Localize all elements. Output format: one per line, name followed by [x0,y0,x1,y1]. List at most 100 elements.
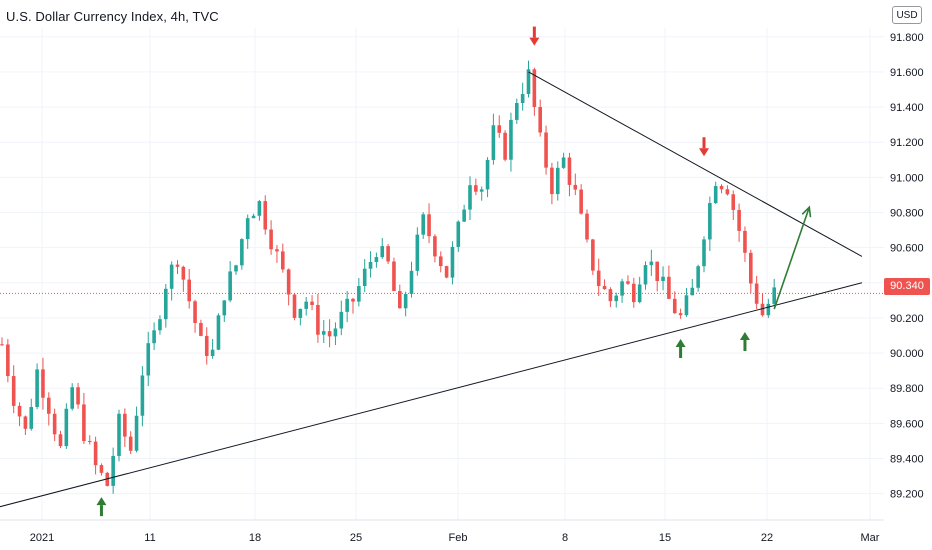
candle-body [491,125,496,160]
candle-body [485,159,490,190]
green-up-arrow-icon [675,339,686,359]
candle-body [702,239,706,267]
candle-body [386,246,390,262]
candle-body [321,331,326,335]
candle-body [737,209,741,231]
candle-body [754,283,759,304]
candle-body [579,189,583,214]
candle-body [52,413,57,435]
y-tick-label: 89.400 [890,454,924,466]
y-tick-label: 89.800 [890,383,924,395]
candle-body [345,298,349,312]
candle-body [766,303,771,316]
currency-button[interactable]: USD [892,6,922,24]
projection-arrow-head [801,205,812,218]
candle-body [479,189,484,192]
candle-body [351,298,355,302]
candle-body [497,125,502,133]
candle-body [555,167,560,195]
candle-body [655,261,659,282]
candle-body [667,276,671,299]
candle-body [713,186,718,204]
y-tick-label: 91.200 [890,137,924,149]
candle-body [158,319,162,331]
y-tick-label: 90.600 [890,243,924,255]
candle-body [637,284,642,303]
candle-body [105,472,110,486]
candle-body [620,281,624,296]
candle-body [614,295,619,302]
candle-body [339,311,344,329]
candle-body [146,343,151,376]
candle-body [532,69,537,108]
red-down-arrow-icon [529,26,540,46]
candle-body [503,132,507,160]
candle-body [251,215,256,219]
candle-body [538,107,542,133]
x-tick-label: 25 [350,532,362,544]
candle-body [731,194,736,210]
x-tick-label: 22 [761,532,773,544]
candle-body [93,441,98,466]
candle-body [269,229,273,250]
candle-body [380,246,385,258]
candle-body [725,189,730,195]
candle-body [398,290,402,309]
candle-body [719,186,724,190]
candle-body [316,304,320,335]
candle-body [240,239,244,266]
candle-body [760,303,765,316]
y-tick-label: 91.600 [890,67,924,79]
candle-body [749,252,753,284]
candle-body [164,288,168,320]
candle-body [327,331,332,337]
candle-body [450,246,455,278]
candle-body [433,236,437,257]
candle-body [64,408,69,447]
arrow-head [739,331,750,340]
candle-body [743,230,747,253]
candle-body [520,94,525,104]
candle-body [82,404,86,442]
candle-body [298,308,303,318]
candle-body [456,221,461,247]
candle-body [427,214,431,237]
candle-body [99,465,104,473]
arrow-shaft [532,26,536,38]
candle-body [550,167,554,195]
arrow-shaft [679,347,683,359]
candle-body [140,375,145,416]
candle-body [304,301,308,309]
candle-body [468,185,472,210]
candle-body [368,262,373,269]
candle-body [257,201,262,216]
candle-body [111,455,115,486]
candle-body [216,315,221,350]
arrow-head [529,37,540,46]
grid [0,28,884,520]
x-tick-label: Mar [861,532,880,544]
candle-body [17,405,22,417]
candle-body [152,330,156,344]
candle-body [421,214,425,235]
x-tick-label: 11 [144,532,155,544]
y-tick-label: 90.800 [890,208,924,220]
markers [96,26,750,517]
candle-body [117,413,121,456]
candle-body [649,261,654,266]
arrow-head [699,148,709,157]
candle-body [544,132,548,168]
candle-body [602,286,607,290]
candle-body [286,269,291,295]
trendline-resistance [528,71,863,257]
candle-body [608,289,613,302]
y-tick-label: 90.000 [890,348,924,360]
candle-body [509,119,513,160]
trendline-support [0,282,863,508]
y-tick-label: 90.200 [890,313,924,325]
candle-body [474,185,478,192]
y-tick-label: 91.800 [890,32,924,44]
x-tick-label: 8 [562,532,568,544]
x-axis: 2021 11 18 25 Feb 8 15 22 Mar [0,519,884,544]
